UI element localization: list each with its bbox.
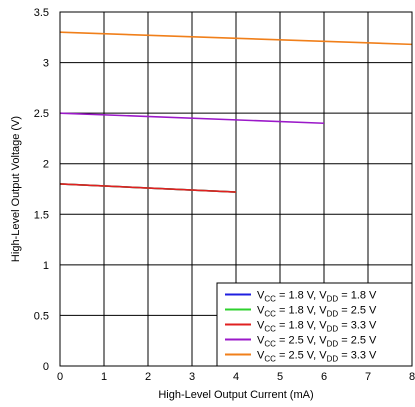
y-tick-label: 2: [43, 159, 49, 171]
x-tick-label: 6: [321, 371, 327, 383]
series-line-4: [59, 112, 325, 125]
legend-entry: VCC = 1.8 V, VDD = 3.3 V: [257, 320, 377, 334]
series-lines: [59, 31, 413, 193]
y-tick-label: 1: [43, 260, 49, 272]
legend-entry: VCC = 2.5 V, VDD = 2.5 V: [257, 335, 377, 349]
legend-vcc-value: 1.8 V: [288, 305, 314, 317]
y-axis-title: High-Level Output Voltage (V): [10, 116, 22, 262]
legend-vdd-value: 1.8 V: [351, 290, 377, 302]
x-tick-label: 4: [233, 371, 239, 383]
x-tick-label: 7: [365, 371, 371, 383]
legend-vdd-value: 2.5 V: [351, 305, 377, 317]
y-tick-label: 2.5: [34, 108, 49, 120]
tick-labels: 0 1 2 3 4 5 6 7 8 0 0.5 1 1.5 2 2.5 3 3.5: [34, 7, 415, 383]
legend-vdd-value: 2.5 V: [351, 335, 377, 347]
y-tick-label: 1.5: [34, 209, 49, 221]
legend-vdd-value: 3.3 V: [351, 320, 377, 332]
x-tick-label: 1: [101, 371, 107, 383]
legend-entry: VCC = 2.5 V, VDD = 3.3 V: [257, 350, 377, 364]
x-tick-label: 8: [409, 371, 415, 383]
legend-vcc-value: 2.5 V: [288, 335, 314, 347]
legend-vcc-value: 1.8 V: [288, 320, 314, 332]
x-tick-label: 5: [277, 371, 283, 383]
series-line-5: [59, 31, 413, 46]
grid: [60, 12, 412, 366]
x-tick-label: 3: [189, 371, 195, 383]
legend-vcc-value: 1.8 V: [288, 290, 314, 302]
legend-entry: VCC = 1.8 V, VDD = 1.8 V: [257, 290, 377, 304]
x-tick-label: 2: [145, 371, 151, 383]
x-axis-title: High-Level Output Current (mA): [158, 389, 313, 401]
x-tick-label: 0: [57, 371, 63, 383]
y-tick-label: 3: [43, 58, 49, 70]
y-tick-label: 0.5: [34, 310, 49, 322]
legend-entry: VCC = 1.8 V, VDD = 2.5 V: [257, 305, 377, 319]
legend-vcc-value: 2.5 V: [288, 350, 314, 362]
y-tick-label: 0: [43, 361, 49, 373]
series-line-3: [59, 183, 237, 193]
y-tick-label: 3.5: [34, 7, 49, 19]
legend-vdd-value: 3.3 V: [351, 350, 377, 362]
